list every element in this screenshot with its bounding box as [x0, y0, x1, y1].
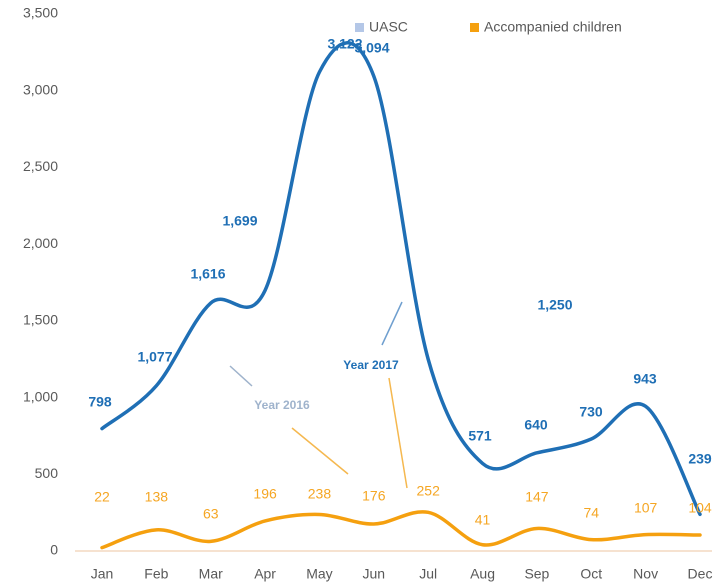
data-label: 3,094 — [354, 40, 389, 56]
x-tick-label: Apr — [254, 566, 276, 582]
x-tick-label: Jan — [91, 566, 114, 582]
y-tick-label: 1,000 — [23, 388, 58, 404]
x-tick-label: May — [306, 566, 332, 582]
y-tick-label: 3,500 — [23, 5, 58, 21]
y-tick-label: 0 — [50, 542, 58, 558]
leader-line — [229, 365, 253, 387]
data-label: 63 — [203, 506, 219, 522]
legend-swatch — [355, 23, 364, 32]
y-tick-label: 1,500 — [23, 312, 58, 328]
line-series — [100, 41, 702, 517]
line-series — [100, 510, 702, 550]
data-label: 107 — [634, 500, 658, 516]
leader-line — [291, 427, 349, 475]
data-label: 176 — [362, 488, 386, 504]
x-tick-label: Feb — [144, 566, 168, 582]
data-label: 640 — [524, 417, 548, 433]
data-label: 41 — [475, 512, 491, 528]
data-label: 730 — [579, 404, 603, 420]
data-label: 104 — [688, 500, 712, 516]
y-tick-label: 2,500 — [23, 158, 58, 174]
x-tick-label: Mar — [199, 566, 223, 582]
data-label: 1,699 — [222, 213, 257, 229]
x-tick-label: Sep — [524, 566, 549, 582]
data-label: 147 — [525, 489, 549, 505]
data-label: 1,616 — [190, 266, 225, 282]
annotation: Year 2017 — [343, 358, 399, 372]
x-tick-label: Nov — [633, 566, 658, 582]
data-label: 138 — [145, 489, 169, 505]
data-label: 1,077 — [137, 349, 172, 365]
annotation: Year 2016 — [254, 398, 310, 412]
leader-line — [381, 301, 403, 346]
x-tick-label: Dec — [688, 566, 713, 582]
y-tick-label: 2,000 — [23, 235, 58, 251]
legend-swatch — [470, 23, 479, 32]
x-tick-label: Aug — [470, 566, 495, 582]
data-label: 571 — [468, 428, 492, 444]
data-label: 238 — [308, 486, 332, 502]
data-label: 252 — [417, 483, 441, 499]
y-tick-label: 3,000 — [23, 81, 58, 97]
x-tick-label: Jul — [419, 566, 437, 582]
x-tick-label: Jun — [363, 566, 386, 582]
data-label: 943 — [633, 371, 657, 387]
legend-label: UASC — [369, 19, 408, 35]
leader-line — [388, 377, 408, 489]
legend-label: Accompanied children — [484, 19, 622, 35]
data-label: 74 — [583, 505, 599, 521]
x-tick-label: Oct — [580, 566, 602, 582]
data-label: 1,250 — [537, 297, 572, 313]
data-label: 22 — [94, 489, 110, 505]
y-tick-label: 500 — [35, 465, 59, 481]
data-label: 798 — [88, 394, 112, 410]
data-label: 3,122 — [327, 36, 362, 52]
data-label: 239 — [688, 451, 712, 467]
data-label: 196 — [253, 486, 277, 502]
